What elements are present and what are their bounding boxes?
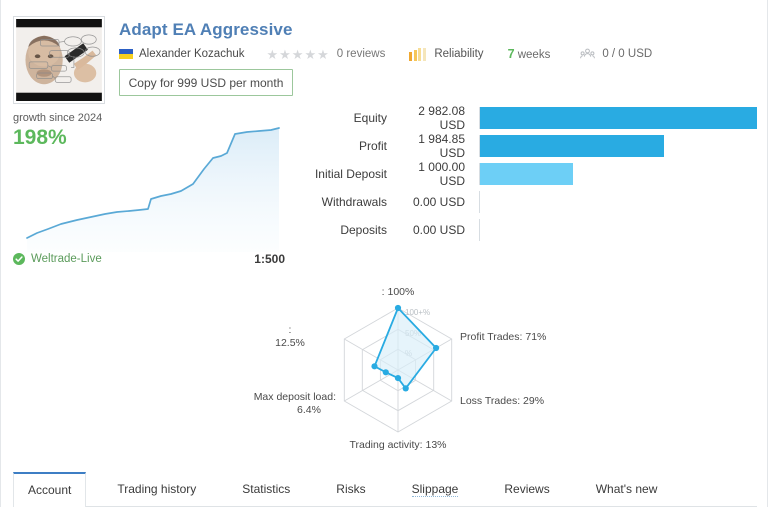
tab-slippage[interactable]: Slippage bbox=[397, 472, 474, 506]
stat-label: Equity bbox=[353, 111, 387, 125]
reliability-bars-icon bbox=[409, 47, 427, 61]
stat-bar-track bbox=[479, 163, 757, 185]
tab-label: Statistics bbox=[242, 482, 291, 496]
reliability-group: Reliability bbox=[409, 47, 484, 61]
avatar bbox=[13, 16, 105, 104]
tab-trading-history[interactable]: Trading history bbox=[102, 472, 211, 506]
tab-label: Reviews bbox=[504, 482, 550, 496]
account-age-value: 7 bbox=[507, 47, 515, 61]
tab-gap bbox=[305, 472, 321, 506]
page-title: Adapt EA Aggressive bbox=[119, 20, 293, 39]
reliability-label: Reliability bbox=[434, 48, 484, 60]
stat-value: 1 984.85 USD bbox=[418, 132, 465, 160]
growth-line bbox=[26, 127, 280, 239]
growth-label: growth since 2024 bbox=[13, 112, 103, 124]
broker-group: Weltrade-Live bbox=[13, 253, 102, 265]
tab-label: Trading history bbox=[117, 482, 197, 496]
subscribers-group: 0 / 0 USD bbox=[580, 48, 652, 61]
radar-series-points bbox=[371, 304, 440, 392]
table-row: Deposits 0.00 USD bbox=[287, 216, 757, 244]
table-row: Initial Deposit 1 000.00 USD bbox=[287, 160, 757, 188]
star-icon[interactable]: ★ bbox=[279, 46, 291, 62]
stat-value: 2 982.08 USD bbox=[418, 104, 465, 132]
growth-area-fill bbox=[27, 128, 279, 252]
stat-value: 0.00 USD bbox=[412, 223, 465, 237]
radar-label-left-line2: 12.5% bbox=[275, 337, 305, 349]
radar-label-left-line1: : bbox=[289, 324, 292, 336]
avatar-photo bbox=[16, 19, 102, 101]
table-row: Withdrawals 0.00 USD bbox=[287, 188, 757, 216]
stat-bar-track bbox=[479, 219, 757, 241]
stat-bar-track bbox=[479, 107, 757, 129]
radar-svg[interactable]: 100+% 50% % : 100% Profit Trades: 71% Lo… bbox=[233, 278, 563, 458]
star-icon[interactable]: ★ bbox=[266, 46, 279, 62]
meta-row: Alexander Kozachuk ★ ★ ★ ★ ★ 0 reviews R… bbox=[119, 46, 652, 62]
tab-gap bbox=[86, 472, 102, 506]
radar-label-loss-trades: Loss Trades: 29% bbox=[460, 395, 544, 407]
stat-bar bbox=[480, 135, 665, 157]
star-icon[interactable]: ★ bbox=[291, 46, 304, 62]
tab-account[interactable]: Account bbox=[13, 472, 87, 507]
account-age: 7 weeks bbox=[508, 47, 551, 61]
radar-label-trading-activity: Trading activity: 13% bbox=[349, 439, 446, 451]
author-name[interactable]: Alexander Kozachuk bbox=[139, 48, 245, 60]
growth-chart[interactable] bbox=[21, 126, 285, 252]
tab-statistics[interactable]: Statistics bbox=[227, 472, 305, 506]
growth-panel: growth since 2024 198% bbox=[13, 112, 285, 267]
table-row: Equity 2 982.08 USD bbox=[287, 104, 757, 132]
radar-ring-outer-label: 100+% bbox=[405, 308, 430, 317]
stat-label: Initial Deposit bbox=[314, 167, 387, 181]
tab-label: Account bbox=[28, 483, 72, 497]
stat-label: Profit bbox=[358, 139, 387, 153]
stat-value: 0.00 USD bbox=[412, 195, 465, 209]
stat-label: Withdrawals bbox=[321, 195, 387, 209]
copy-button[interactable]: Copy for 999 USD per month bbox=[119, 69, 293, 96]
tab-bar: Account Trading history Statistics Risks… bbox=[13, 472, 757, 507]
tab-label: What's new bbox=[595, 482, 658, 496]
tab-gap bbox=[211, 472, 227, 506]
broker-row: Weltrade-Live 1:500 bbox=[13, 250, 285, 268]
stat-bar bbox=[480, 163, 573, 185]
verified-check-icon bbox=[13, 253, 25, 265]
growth-value: 198% bbox=[13, 126, 67, 149]
people-icon bbox=[580, 48, 596, 58]
subscribers-value: 0 / 0 USD bbox=[602, 48, 653, 60]
radar-chart[interactable]: 100+% 50% % : 100% Profit Trades: 71% Lo… bbox=[233, 278, 563, 458]
tab-gap bbox=[473, 472, 489, 506]
radar-label-top: : 100% bbox=[382, 286, 415, 298]
tab-gap bbox=[381, 472, 397, 506]
star-icon[interactable]: ★ bbox=[317, 46, 329, 62]
account-age-unit: weeks bbox=[517, 49, 551, 61]
tab-label: Slippage bbox=[411, 481, 459, 497]
broker-name[interactable]: Weltrade-Live bbox=[31, 253, 102, 265]
rating-stars[interactable]: ★ ★ ★ ★ ★ bbox=[266, 48, 329, 61]
tab-gap bbox=[565, 472, 581, 506]
table-row: Profit 1 984.85 USD bbox=[287, 132, 757, 160]
stat-bar-track bbox=[479, 135, 757, 157]
ukraine-flag-icon bbox=[119, 49, 133, 59]
radar-label-max-deposit-load-line1: Max deposit load: bbox=[254, 391, 336, 403]
stat-bar-track bbox=[479, 191, 757, 213]
page-header: Adapt EA Aggressive Alexander Kozachuk ★… bbox=[1, 0, 768, 104]
tab-label: Risks bbox=[336, 482, 366, 496]
stat-label: Deposits bbox=[340, 223, 387, 237]
account-stats: Equity 2 982.08 USD Profit 1 984.85 USD … bbox=[287, 104, 757, 252]
leverage-value: 1:500 bbox=[254, 252, 285, 266]
star-icon[interactable]: ★ bbox=[304, 46, 317, 62]
reviews-count: 0 reviews bbox=[336, 48, 386, 60]
radar-series-area bbox=[373, 307, 438, 390]
tab-risks[interactable]: Risks bbox=[321, 472, 380, 506]
stat-value: 1 000.00 USD bbox=[418, 160, 465, 188]
stat-bar bbox=[480, 107, 757, 129]
radar-label-max-deposit-load-line2: 6.4% bbox=[297, 404, 321, 416]
radar-label-profit-trades: Profit Trades: 71% bbox=[460, 331, 546, 343]
tab-whats-new[interactable]: What's new bbox=[581, 472, 673, 506]
tab-reviews[interactable]: Reviews bbox=[489, 472, 564, 506]
